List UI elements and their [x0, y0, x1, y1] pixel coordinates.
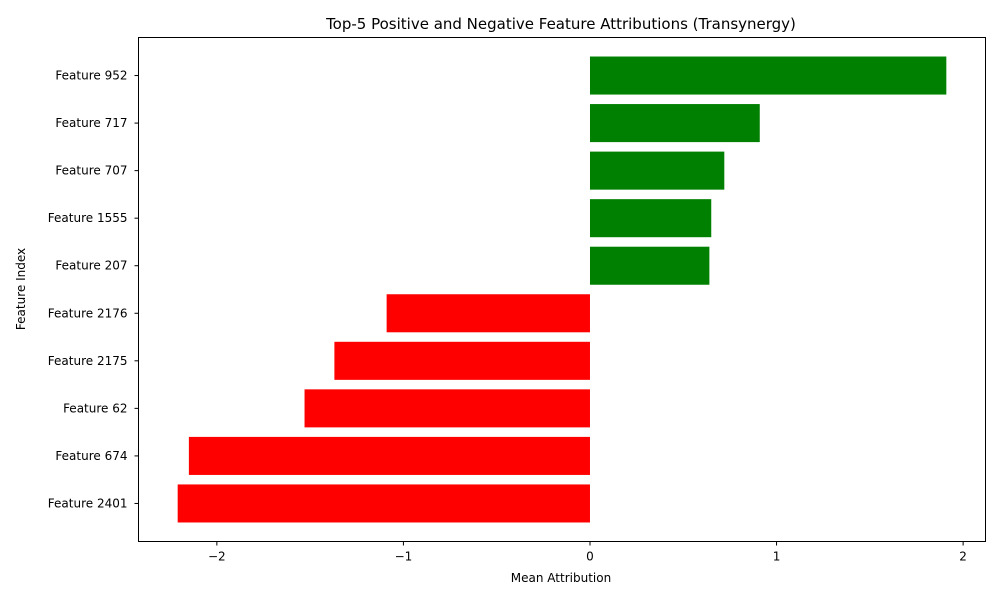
bars-group [177, 56, 947, 523]
y-axis-label: Feature Index [14, 248, 28, 330]
y-tick-label: Feature 2176 [48, 306, 128, 320]
bar-feature-2176 [386, 294, 590, 333]
bar-feature-674 [188, 436, 590, 475]
x-tick-label: −2 [208, 550, 226, 564]
bar-feature-1555 [589, 199, 712, 238]
bar-feature-2401 [177, 484, 590, 523]
y-tick-label: Feature 207 [55, 259, 127, 273]
bar-feature-952 [589, 56, 947, 95]
bar-feature-207 [589, 246, 710, 285]
x-tick-group: −2 −1 0 1 2 [208, 541, 967, 564]
y-tick-label: Feature 2175 [48, 354, 128, 368]
y-tick-label: Feature 707 [55, 164, 127, 178]
chart-title: Top-5 Positive and Negative Feature Attr… [325, 15, 796, 33]
y-tick-group: Feature 952 Feature 717 Feature 707 Feature… [48, 69, 139, 510]
x-tick-label: 0 [586, 550, 594, 564]
y-tick-label: Feature 717 [55, 116, 127, 130]
x-tick-label: 2 [959, 550, 967, 564]
x-axis-label: Mean Attribution [511, 571, 611, 585]
bar-feature-707 [589, 151, 725, 190]
bar-feature-62 [304, 389, 590, 428]
y-tick-label: Feature 1555 [48, 211, 128, 225]
bar-feature-717 [589, 104, 760, 143]
plot-area-frame [138, 37, 986, 542]
y-tick-label: Feature 952 [55, 69, 127, 83]
x-tick-label: −1 [395, 550, 413, 564]
bar-feature-2175 [334, 341, 590, 380]
y-tick-label: Feature 2401 [48, 496, 128, 510]
y-tick-label: Feature 62 [63, 401, 127, 415]
y-tick-label: Feature 674 [55, 449, 127, 463]
x-tick-label: 1 [773, 550, 781, 564]
